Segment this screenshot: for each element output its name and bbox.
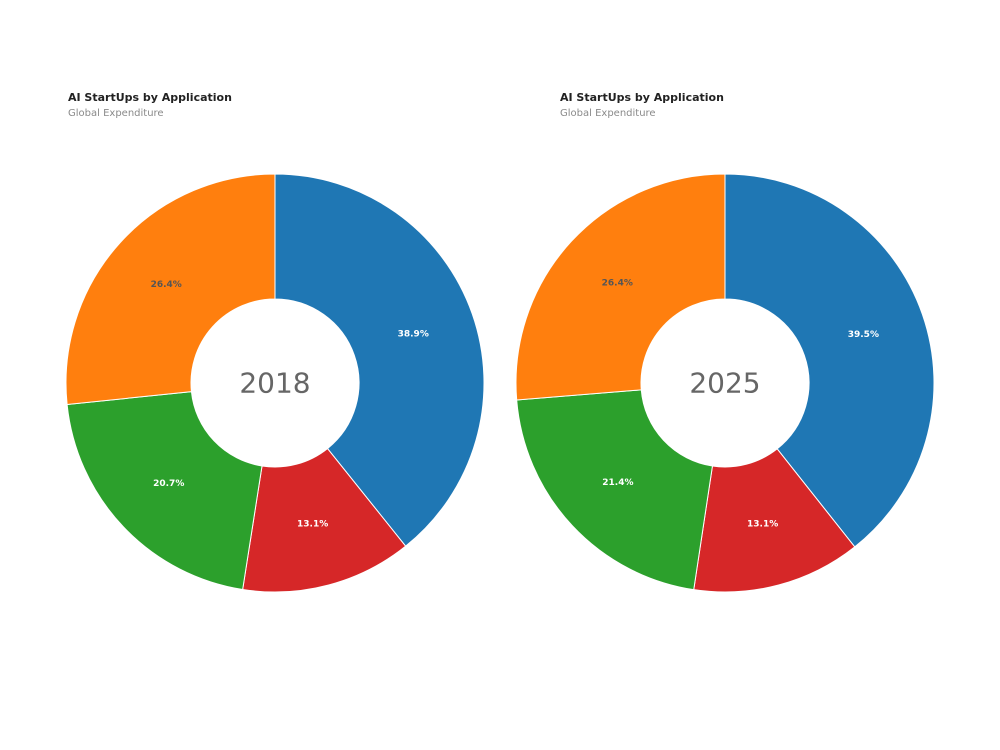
slice-percent-label-2: 21.4%	[602, 478, 633, 488]
chart-panel-2018: 38.9% 13.1% 20.7% 26.4% 2018 AI StartUps by …	[65, 91, 485, 593]
slice-percent-label-0: 38.9%	[398, 329, 429, 339]
chart-title: AI StartUps by Application	[68, 91, 232, 104]
donut-slice-1	[242, 447, 407, 593]
chart-subtitle: Global Expenditure	[68, 108, 164, 119]
donut-center-year: 2025	[689, 367, 760, 400]
donut-slice-3	[515, 173, 726, 401]
slice-percent-label-3: 26.4%	[151, 280, 182, 290]
donut-slice-1	[693, 448, 856, 593]
donut-slice-0	[274, 173, 485, 547]
chart-panel-2025: 39.5% 13.1% 21.4% 26.4% 2025 AI StartUps by …	[450, 0, 950, 750]
chart-subtitle: Global Expenditure	[560, 108, 656, 119]
donut-chart-2018: 38.9% 13.1% 20.7% 26.4% 2018	[65, 173, 485, 593]
donut-slice-3	[65, 173, 276, 406]
slice-percent-label-2: 20.7%	[153, 479, 184, 489]
donut-slice-2	[516, 389, 714, 591]
donut-chart-2025: 39.5% 13.1% 21.4% 26.4% 2025	[515, 173, 935, 593]
chart-title: AI StartUps by Application	[560, 91, 724, 104]
donut-slice-2	[66, 391, 263, 591]
slice-percent-label-1: 13.1%	[747, 520, 778, 530]
donut-slice-0	[724, 173, 935, 548]
slice-percent-label-3: 26.4%	[602, 279, 633, 289]
slice-percent-label-0: 39.5%	[848, 330, 879, 340]
donut-center-year: 2018	[239, 367, 310, 400]
slice-percent-label-1: 13.1%	[297, 520, 328, 530]
